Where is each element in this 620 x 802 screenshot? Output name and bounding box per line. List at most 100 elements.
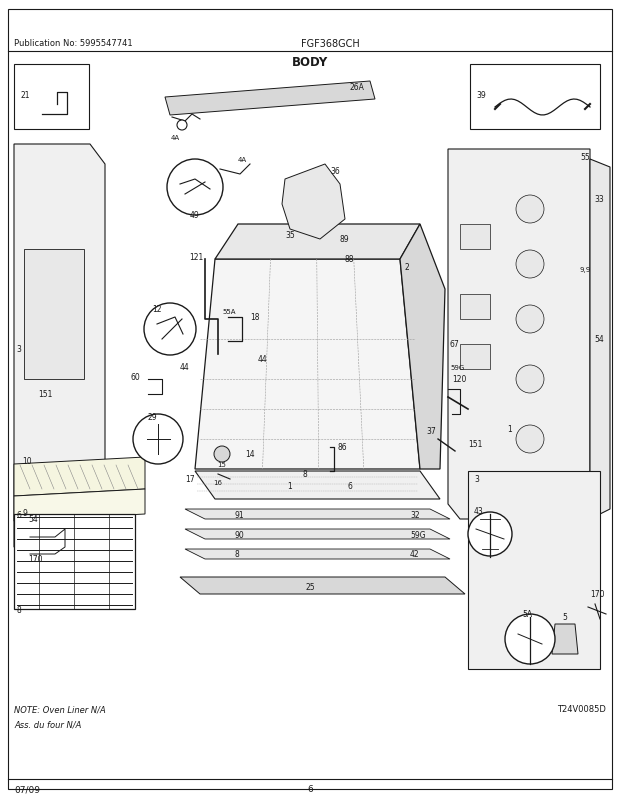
Bar xyxy=(460,225,490,249)
Text: 59G: 59G xyxy=(450,365,464,371)
Text: 5: 5 xyxy=(562,613,567,622)
Circle shape xyxy=(468,512,512,557)
Polygon shape xyxy=(195,472,440,500)
Text: 6: 6 xyxy=(348,482,352,491)
Polygon shape xyxy=(165,82,375,115)
Text: 42: 42 xyxy=(410,550,420,559)
Polygon shape xyxy=(552,624,578,654)
Text: 89: 89 xyxy=(340,235,350,244)
Text: 4A: 4A xyxy=(170,135,180,141)
Text: 2: 2 xyxy=(405,263,410,272)
Text: 4A: 4A xyxy=(237,157,247,163)
Text: 35: 35 xyxy=(285,230,295,239)
Text: 121: 121 xyxy=(189,253,203,262)
Text: 15: 15 xyxy=(218,461,226,468)
Circle shape xyxy=(516,306,544,334)
Text: 86: 86 xyxy=(338,443,348,452)
Circle shape xyxy=(144,304,196,355)
Polygon shape xyxy=(185,529,450,539)
Text: Publication No: 5995547741: Publication No: 5995547741 xyxy=(14,39,133,48)
Text: Ass. du four N/A: Ass. du four N/A xyxy=(14,719,81,728)
Text: 55: 55 xyxy=(580,153,590,162)
Text: 1: 1 xyxy=(288,482,293,491)
Circle shape xyxy=(516,251,544,278)
Text: 21: 21 xyxy=(20,91,30,99)
Circle shape xyxy=(214,447,230,463)
Bar xyxy=(460,294,490,320)
Text: BODY: BODY xyxy=(292,55,328,68)
Text: 14: 14 xyxy=(245,450,255,459)
Polygon shape xyxy=(400,225,445,469)
Circle shape xyxy=(516,366,544,394)
Polygon shape xyxy=(215,225,420,260)
Circle shape xyxy=(516,196,544,224)
Text: 10: 10 xyxy=(22,456,32,465)
Circle shape xyxy=(177,121,187,131)
Text: 8: 8 xyxy=(303,470,308,479)
Text: 32: 32 xyxy=(410,510,420,519)
Text: 12: 12 xyxy=(152,305,161,314)
Text: 26A: 26A xyxy=(350,83,365,92)
Text: 170: 170 xyxy=(28,555,43,564)
Circle shape xyxy=(167,160,223,216)
Circle shape xyxy=(516,426,544,453)
Text: 29: 29 xyxy=(148,413,157,422)
Text: FGF368GCH: FGF368GCH xyxy=(301,39,360,49)
Text: 18: 18 xyxy=(250,313,260,322)
Text: 151: 151 xyxy=(38,390,52,399)
Polygon shape xyxy=(185,549,450,559)
Text: 8: 8 xyxy=(235,550,240,559)
Polygon shape xyxy=(180,577,465,594)
Text: 6: 6 xyxy=(16,510,21,520)
Bar xyxy=(14,514,135,610)
Text: 16: 16 xyxy=(213,480,223,485)
Text: 6: 6 xyxy=(307,784,313,793)
Polygon shape xyxy=(14,145,105,547)
Polygon shape xyxy=(448,150,590,520)
Polygon shape xyxy=(185,509,450,520)
Text: 3: 3 xyxy=(474,475,479,484)
Text: 54: 54 xyxy=(594,335,604,344)
Text: 151: 151 xyxy=(468,440,482,449)
Text: 59G: 59G xyxy=(410,530,425,539)
Text: 88: 88 xyxy=(345,255,355,264)
Circle shape xyxy=(133,415,183,464)
Text: 9,9: 9,9 xyxy=(580,267,591,273)
Text: 07/09: 07/09 xyxy=(14,784,40,793)
Text: 44: 44 xyxy=(180,363,190,372)
Text: 170: 170 xyxy=(590,589,604,599)
Bar xyxy=(14,65,89,130)
Text: 37: 37 xyxy=(426,427,436,436)
Polygon shape xyxy=(14,457,145,496)
Text: 25: 25 xyxy=(305,583,315,592)
Text: NOTE: Oven Liner N/A: NOTE: Oven Liner N/A xyxy=(14,705,106,714)
Text: 17: 17 xyxy=(185,475,195,484)
Text: 60: 60 xyxy=(130,373,140,382)
Circle shape xyxy=(505,614,555,664)
Text: 1: 1 xyxy=(508,425,512,434)
Text: 49: 49 xyxy=(190,210,200,219)
Text: eReplacementParts.com: eReplacementParts.com xyxy=(225,412,395,427)
Text: 5A: 5A xyxy=(522,610,532,618)
Polygon shape xyxy=(14,489,145,521)
Text: 90: 90 xyxy=(235,530,245,539)
Text: 55A: 55A xyxy=(222,309,236,314)
Polygon shape xyxy=(195,260,420,469)
Text: 54: 54 xyxy=(28,515,38,524)
Text: 39: 39 xyxy=(476,91,485,99)
Bar xyxy=(470,65,600,130)
Text: 120: 120 xyxy=(452,375,466,384)
Text: 9: 9 xyxy=(22,508,27,517)
Text: 67: 67 xyxy=(450,340,460,349)
Bar xyxy=(460,345,490,370)
Text: 43: 43 xyxy=(474,507,484,516)
Polygon shape xyxy=(468,472,600,669)
Polygon shape xyxy=(282,164,345,240)
Text: T24V0085D: T24V0085D xyxy=(557,705,606,714)
Text: 8: 8 xyxy=(16,606,20,614)
Text: 91: 91 xyxy=(235,510,245,519)
Text: 3: 3 xyxy=(16,345,21,354)
Text: 33: 33 xyxy=(594,195,604,205)
Text: 44: 44 xyxy=(258,355,268,364)
Bar xyxy=(24,249,84,379)
